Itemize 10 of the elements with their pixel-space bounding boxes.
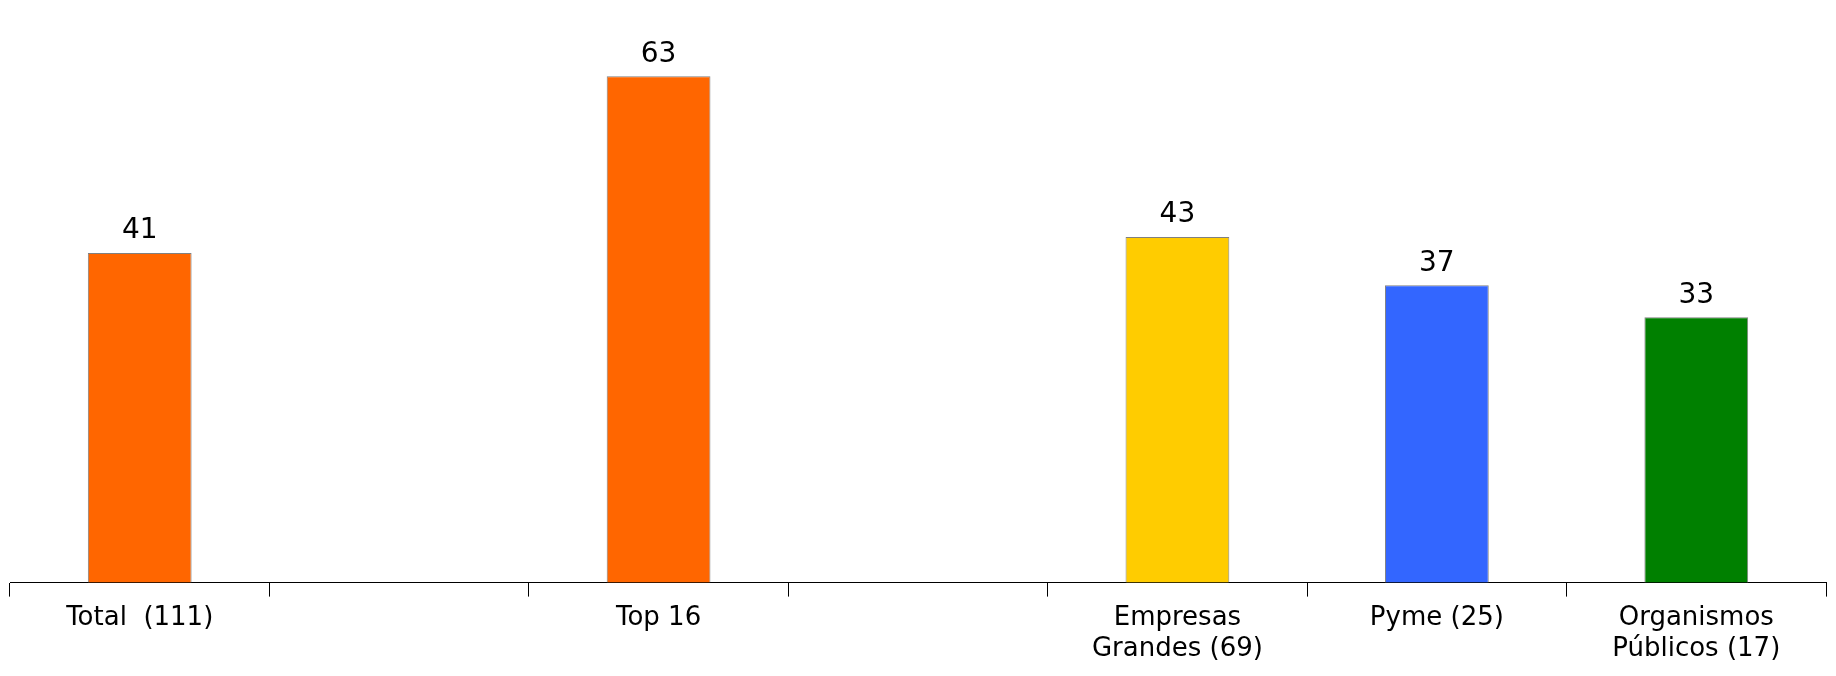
x-tick-label: Pyme (25): [1369, 600, 1504, 631]
x-tick-label: Empresas Grandes (69): [1091, 600, 1263, 663]
x-tick-label: Top 16: [614, 600, 702, 631]
x-tick-label: Organismos Públicos (17): [1612, 600, 1781, 663]
data-label: 33: [1678, 276, 1715, 310]
data-label: 43: [1159, 196, 1196, 230]
data-label: 41: [121, 212, 158, 246]
data-label: 37: [1419, 244, 1455, 278]
data-label: 63: [640, 35, 677, 69]
x-tick-label: Total (111): [65, 600, 214, 631]
